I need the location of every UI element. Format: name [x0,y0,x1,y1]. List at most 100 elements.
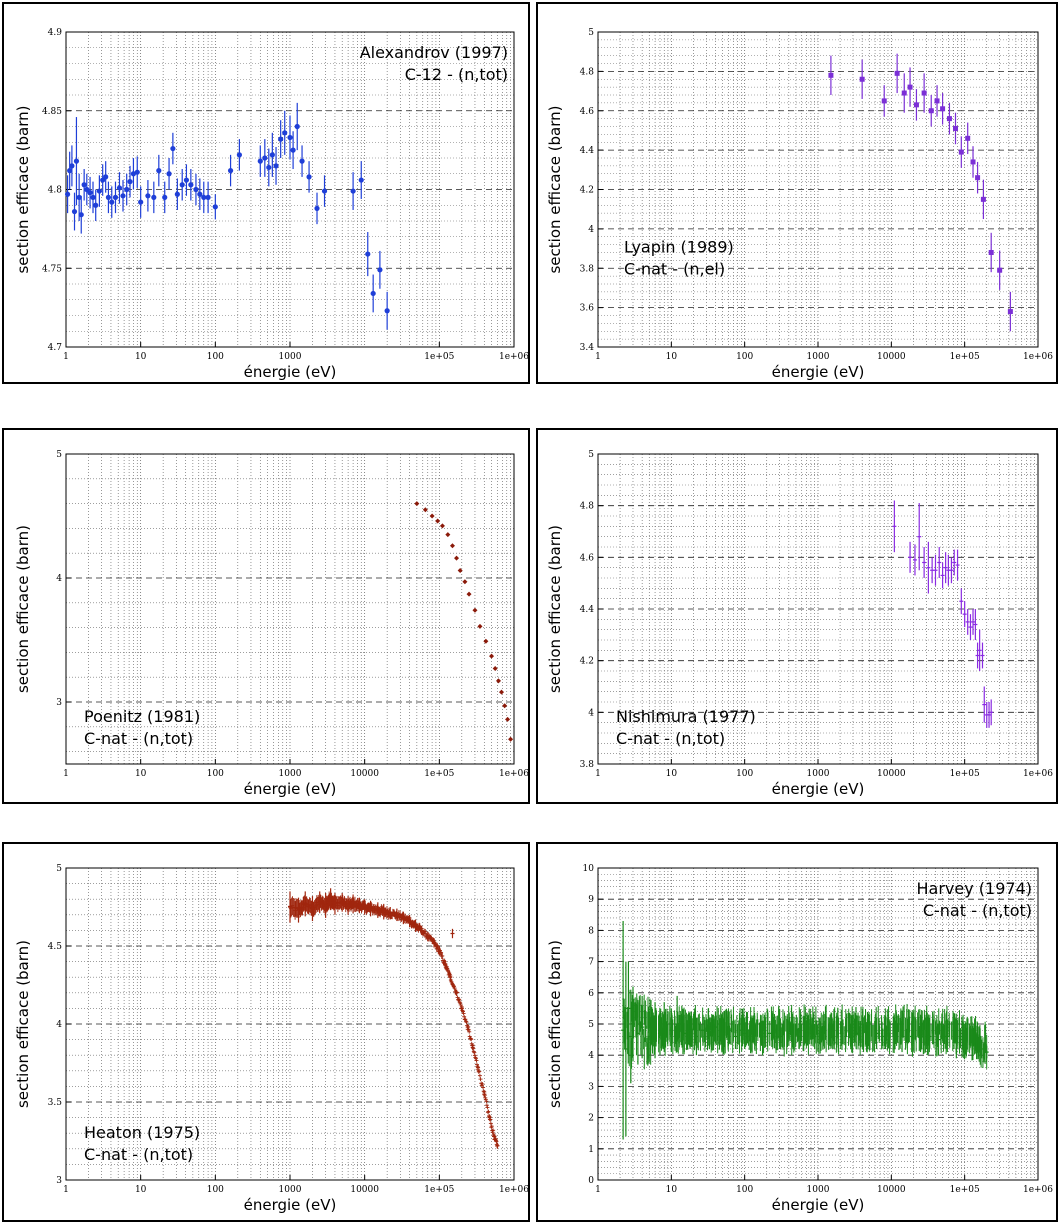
chart-nishimura: 1 10 100 1000 10000 1e+05 1e+06 3.8 4 4.2 4.4 4.6 4.… [546,450,1053,798]
y-tick-label: 4.6 [580,553,595,563]
data-point [145,193,151,199]
data-point [64,191,71,197]
data-series [621,921,989,1140]
x-tick-label: 100 [207,1185,224,1195]
data-point [370,290,376,297]
data-point [901,90,907,96]
data-point [201,194,207,200]
chart-panel-lyapin: 1 10 100 1000 10000 1e+05 1e+06 3.4 3.6 3.8 4 4.2 4.… [536,2,1058,384]
chart-panel-heaton: 1 10 100 1000 10000 1e+05 1e+06 3 3.5 4 4.5 5 énergi… [2,842,530,1222]
data-point [462,579,468,585]
x-tick-label: 100 [736,1185,753,1195]
y-tick-label: 4.4 [580,605,595,615]
y-tick-label: 4 [56,574,62,584]
data-point [78,212,84,218]
x-tick-label: 1e+06 [1023,1185,1053,1195]
plot-area: 1 10 100 1000 10000 1e+05 1e+06 3.4 3.6 3.8 4 4.2 4.… [546,28,1053,381]
x-axis-label: énergie (eV) [244,780,337,798]
data-point [212,204,218,210]
x-tick-label: 1000 [807,769,830,779]
data-point [294,123,300,130]
y-tick-label: 4.85 [42,107,62,117]
data-point [881,98,887,104]
data-point [422,507,428,513]
x-tick-label: 10 [135,769,147,779]
data-point [124,186,130,193]
annotation-line: Lyapin (1989) [624,238,734,257]
data-point [492,666,498,672]
x-tick-label: 1e+05 [950,352,980,362]
chart-panel-harvey: 1 10 100 1000 10000 1e+05 1e+06 0 1 2 3 4 5 6 7 8 9 10 éne… [536,842,1058,1222]
x-tick-label: 1 [595,352,601,362]
annotation: Harvey (1974) C-nat - (n,tot) [917,879,1032,920]
y-axis-label: section efficace (barn) [14,940,32,1108]
x-tick-label: 1 [63,1185,69,1195]
y-tick-label: 4 [588,225,594,235]
x-axis-label: énergie (eV) [772,363,865,381]
data-point [179,182,185,188]
x-tick-label: 1e+06 [499,769,528,779]
data-point [227,168,234,174]
x-tick-label: 10 [135,1185,147,1195]
annotation-line: C-nat - (n,tot) [84,729,193,748]
data-point [508,736,514,742]
annotation-line: Heaton (1975) [84,1123,200,1142]
y-tick-label: 3.5 [48,1098,63,1108]
data-point [262,155,268,161]
data-point [269,152,275,158]
y-tick-label: 0 [588,1176,594,1186]
data-point [913,102,919,108]
data-point [980,196,986,202]
data-point [67,168,73,174]
data-point [116,185,123,191]
x-tick-label: 1000 [807,1185,830,1195]
data-point [103,174,109,180]
data-point [73,158,80,164]
y-tick-label: 4.8 [48,186,63,196]
data-point [138,199,144,205]
data-series [828,53,1013,332]
data-point [449,543,455,549]
data-point [81,182,87,188]
data-point [105,194,112,200]
x-tick-label: 1 [63,769,69,779]
data-point [69,163,75,169]
y-axis-label: section efficace (barn) [14,525,32,693]
x-tick-label: 10000 [877,769,906,779]
data-point [502,703,508,709]
y-tick-label: 6 [588,989,594,999]
annotation-line: Poenitz (1981) [84,707,200,726]
annotation-line: C-nat - (n,tot) [616,729,725,748]
x-axis-label: énergie (eV) [772,1196,865,1214]
plot-area: 1 10 100 1000 10000 1e+05 1e+06 3 4 5 énergie (eV)… [14,450,528,798]
annotation: Alexandrov (1997) C-12 - (n,tot) [360,43,508,84]
data-point [193,186,199,193]
x-tick-label: 1000 [279,769,302,779]
y-tick-label: 3.6 [580,304,595,314]
data-point [266,164,272,171]
x-tick-label: 1e+05 [424,1185,454,1195]
data-point [273,163,279,169]
data-point [384,308,390,314]
chart-panel-alexandrov: 1 10 100 1000 1e+05 1e+06 4.7 4.75 4.8 4.85 4.9 éne… [2,2,530,384]
x-tick-label: 10 [666,1185,678,1195]
data-point [174,191,180,197]
data-point [109,199,115,205]
data-point [87,190,93,196]
data-point [940,106,946,112]
annotation: Heaton (1975) C-nat - (n,tot) [84,1123,200,1164]
data-point [946,116,952,122]
y-axis-label: section efficace (barn) [546,525,564,693]
data-point [162,194,168,200]
data-point [828,72,834,78]
y-tick-label: 4.2 [580,657,594,667]
x-tick-label: 10000 [877,1185,906,1195]
chart-panel-nishimura: 1 10 100 1000 10000 1e+05 1e+06 3.8 4 4.2 4.4 4.6 4.… [536,428,1058,804]
x-tick-label: 100 [736,352,753,362]
data-point [477,623,483,629]
y-tick-label: 4.8 [580,502,595,512]
chart-panel-poenitz: 1 10 100 1000 10000 1e+05 1e+06 3 4 5 énergie (eV)… [2,428,530,804]
y-tick-label: 5 [56,864,62,874]
x-tick-label: 1 [595,1185,601,1195]
y-tick-label: 9 [588,895,594,905]
